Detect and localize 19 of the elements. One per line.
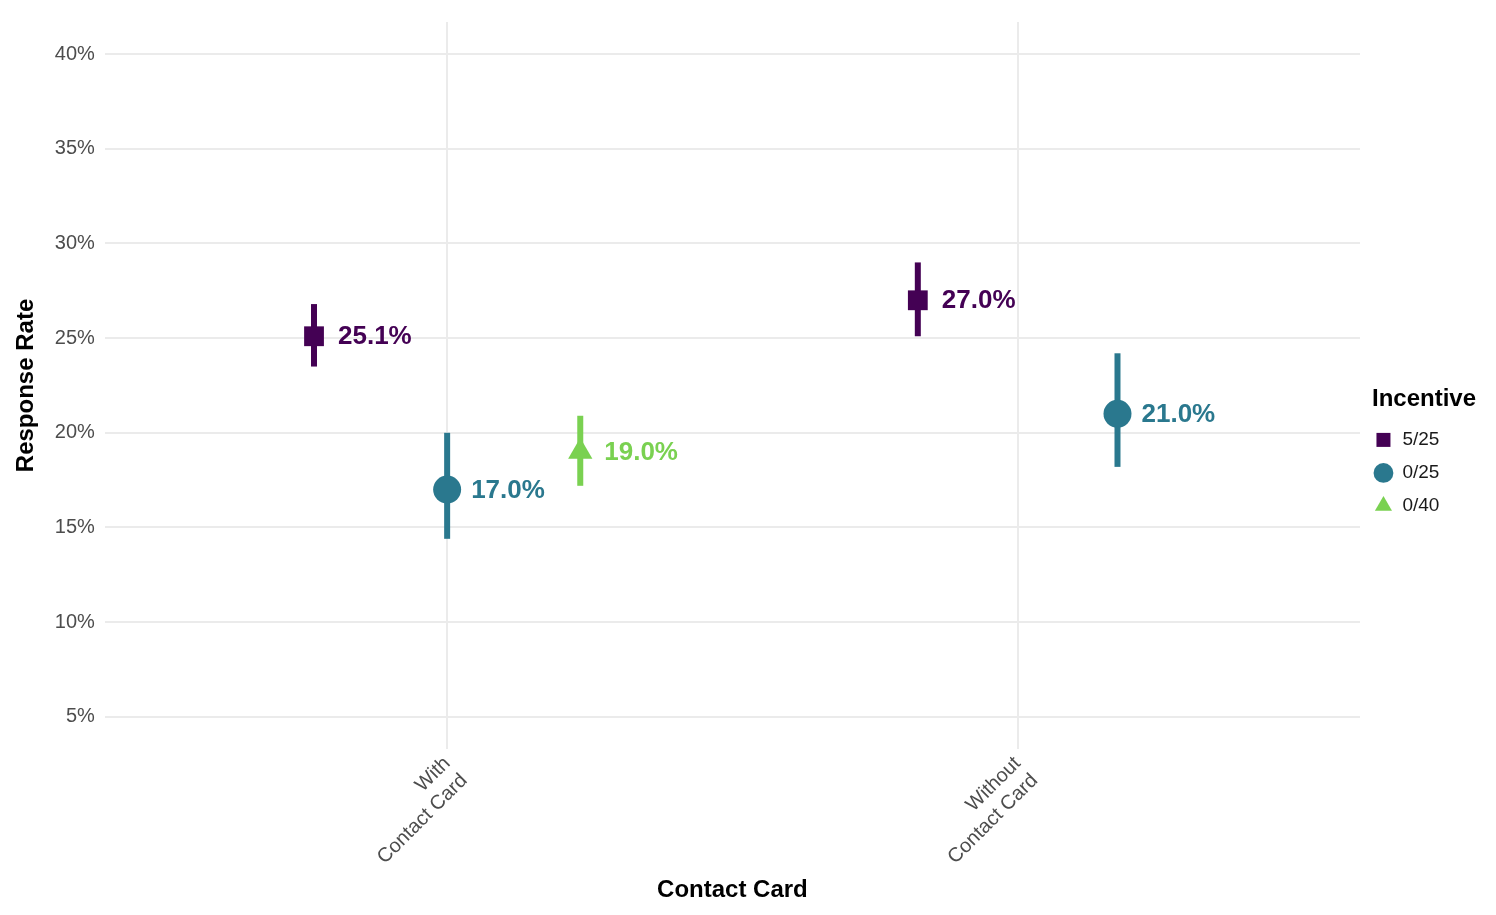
y-tick-label: 40% [54,41,96,64]
y-tick-label: 10% [54,609,96,632]
y-tick-label: 15% [54,514,96,537]
data-label: 25.1% [338,320,412,351]
data-label: 19.0% [604,435,678,466]
y-axis-title: Response Rate [11,298,39,473]
y-tick-label: 25% [54,325,96,348]
legend-label: 5/25 [1402,428,1440,450]
legend-label: 0/40 [1402,494,1440,516]
y-tick-label: 5% [65,704,96,727]
x-axis-title: Contact Card [657,875,808,903]
y-tick-label: 35% [54,136,96,159]
data-label: 27.0% [941,284,1016,315]
y-tick-label: 30% [54,231,96,253]
data-label: 21.0% [1141,398,1216,429]
legend-title: Incentive [1371,384,1476,412]
y-tick-label: 20% [54,420,96,443]
data-label: 17.0% [471,473,545,504]
legend-label: 0/25 [1402,461,1440,483]
